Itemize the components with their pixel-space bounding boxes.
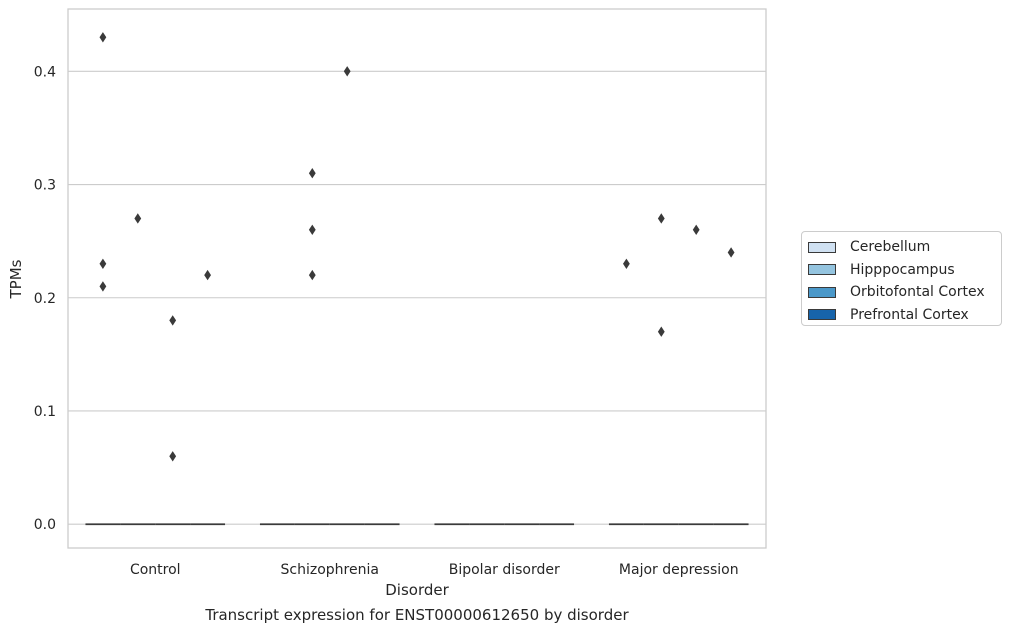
outlier-point <box>727 247 735 258</box>
y-tick-labels: 0.0 0.1 0.2 0.3 0.4 <box>34 64 56 533</box>
legend-swatch <box>808 286 836 298</box>
legend-swatch <box>808 264 836 276</box>
outlier-point <box>134 213 142 224</box>
legend-item: Cerebellum <box>808 236 995 259</box>
outlier-point <box>308 224 316 236</box>
legend-label: Prefrontal Cortex <box>850 306 969 323</box>
x-tick-labels: Control Schizophrenia Bipolar disorder Majo… <box>130 562 739 578</box>
plot-frame <box>67 8 767 549</box>
outlier-point <box>99 32 107 43</box>
legend-swatch <box>808 309 836 321</box>
legend-swatch <box>808 241 836 253</box>
legend-label: Cerebellum <box>850 239 931 256</box>
x-axis-label: Disorder <box>385 581 449 599</box>
outlier-point <box>657 213 665 224</box>
legend: Cerebellum Hipppocampus Orbitofontal Corte… <box>801 231 1002 326</box>
y-tick-label: 0.3 <box>34 178 56 194</box>
outlier-markers <box>99 32 735 462</box>
legend-label: Hipppocampus <box>850 261 955 278</box>
x-tick-label: Schizophrenia <box>281 562 379 578</box>
outlier-point <box>343 66 351 77</box>
x-tick-label: Major depression <box>619 562 739 578</box>
y-tick-label: 0.2 <box>34 291 56 307</box>
outlier-point <box>657 326 665 337</box>
legend-item: Orbitofontal Cortex <box>808 281 995 304</box>
legend-item: Prefrontal Cortex <box>808 304 995 327</box>
x-tick-label: Control <box>130 562 181 578</box>
outlier-point <box>169 451 177 462</box>
figure-caption: Transcript expression for ENST0000061265… <box>205 606 629 624</box>
x-tick-label: Bipolar disorder <box>449 562 560 578</box>
y-tick-label: 0.0 <box>34 517 56 533</box>
outlier-point <box>169 315 177 326</box>
outlier-point <box>308 269 316 281</box>
outlier-point <box>99 258 107 269</box>
legend-label: Orbitofontal Cortex <box>850 284 985 301</box>
outlier-point <box>623 258 630 269</box>
y-tick-label: 0.1 <box>34 404 56 420</box>
outlier-point <box>204 269 211 281</box>
outlier-point <box>308 167 316 179</box>
outlier-point <box>99 281 107 292</box>
legend-item: Hipppocampus <box>808 259 995 282</box>
outlier-point <box>692 224 700 236</box>
y-tick-label: 0.4 <box>34 64 56 80</box>
y-axis-label: TPMs <box>7 259 25 299</box>
